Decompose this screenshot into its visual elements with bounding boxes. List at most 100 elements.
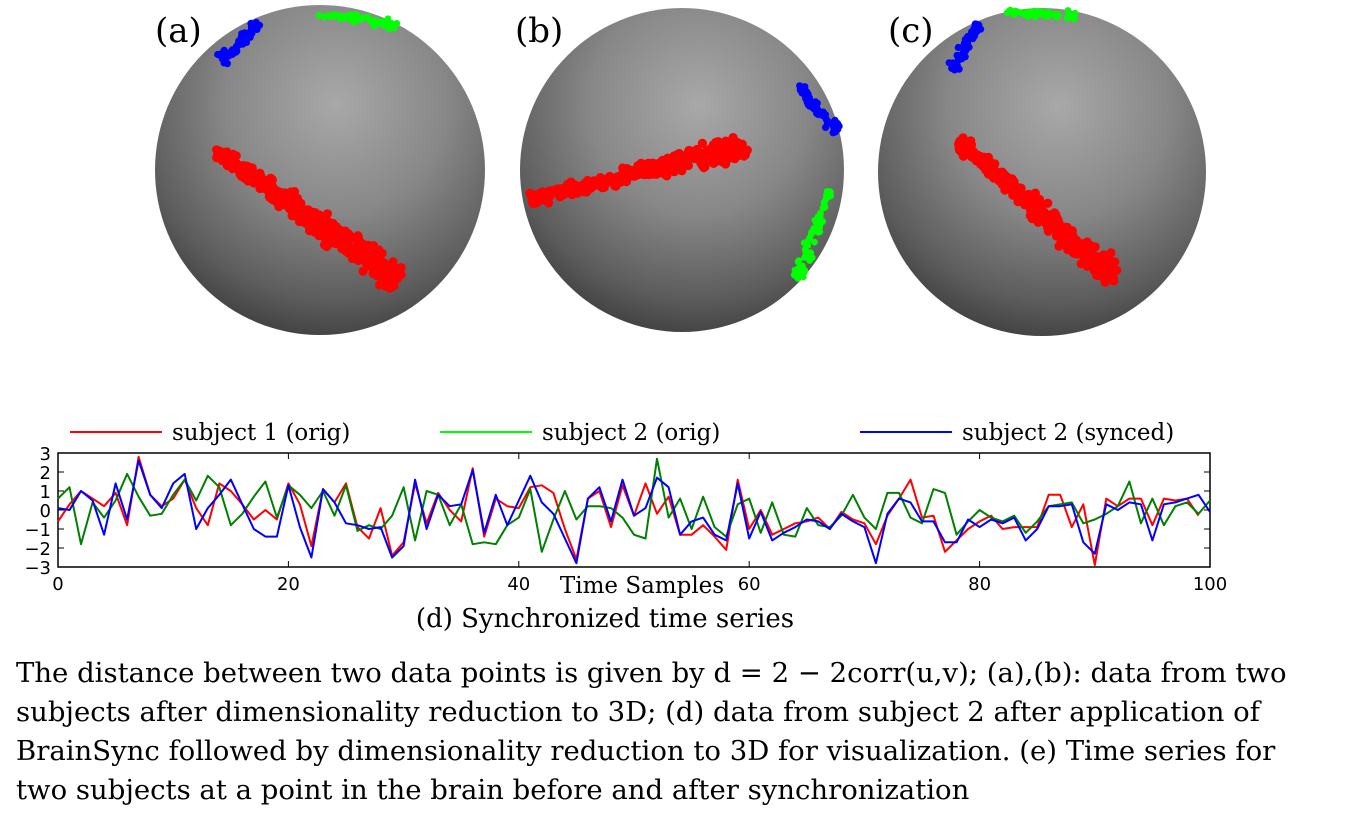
data-point	[802, 94, 810, 103]
plot-frame	[57, 452, 1211, 568]
data-point	[634, 168, 644, 178]
data-point	[806, 257, 813, 264]
legend-entry: subject 2 (orig)	[542, 420, 720, 446]
data-point	[1032, 9, 1040, 17]
data-point	[315, 12, 323, 19]
data-point	[231, 151, 241, 161]
data-point	[801, 254, 808, 261]
series-layer	[57, 455, 1211, 567]
legend: subject 1 (orig) subject 2 (orig) subject …	[70, 420, 1174, 446]
data-point	[341, 237, 351, 247]
data-point	[251, 170, 261, 180]
x-tick-label: 0	[52, 574, 63, 595]
data-point	[1043, 198, 1053, 208]
data-point	[238, 37, 246, 45]
data-point	[363, 245, 373, 255]
data-point	[1004, 181, 1014, 191]
data-point	[814, 228, 822, 236]
data-point	[370, 252, 380, 262]
data-point	[245, 29, 253, 37]
data-point	[807, 230, 815, 238]
data-point	[958, 55, 966, 63]
data-point	[1059, 240, 1069, 250]
data-point	[975, 151, 985, 161]
data-point	[1070, 15, 1078, 23]
cluster-green-a	[315, 11, 401, 32]
data-point	[353, 231, 363, 241]
data-point	[1095, 268, 1105, 278]
data-point	[963, 37, 971, 45]
data-point	[343, 248, 353, 258]
data-point	[322, 209, 332, 219]
data-point	[235, 165, 245, 175]
panel-label-b: (b)	[515, 11, 564, 51]
data-point	[959, 49, 967, 57]
data-point	[959, 43, 967, 51]
body-line: subjects after dimensionality reduction …	[16, 696, 1260, 728]
figure-caption: (d) Synchronized time series	[415, 604, 795, 634]
data-point	[992, 171, 1002, 181]
data-point	[224, 155, 234, 165]
data-point	[952, 62, 960, 70]
y-tick-label: 1	[40, 482, 51, 503]
data-point	[693, 152, 703, 162]
data-point	[302, 212, 312, 222]
body-line: BrainSync followed by dimensionality red…	[16, 735, 1276, 767]
data-point	[544, 198, 554, 208]
data-point	[835, 122, 843, 130]
data-point	[809, 104, 817, 112]
data-point	[380, 261, 390, 271]
legend-entry: subject 2 (synced)	[962, 420, 1174, 446]
data-point	[249, 24, 257, 32]
data-point	[352, 17, 360, 25]
data-point	[669, 156, 679, 166]
data-point	[331, 222, 341, 232]
data-point	[314, 231, 324, 241]
data-point	[370, 22, 378, 30]
data-point	[353, 255, 363, 266]
data-point	[1082, 261, 1092, 271]
data-point	[289, 208, 299, 218]
data-point	[1038, 207, 1048, 217]
panel-label-c: (c)	[888, 11, 934, 51]
data-point	[971, 31, 979, 39]
data-point	[536, 189, 546, 199]
data-point	[546, 188, 556, 198]
data-point	[816, 223, 823, 231]
cluster-green-c	[1003, 6, 1079, 23]
data-point	[321, 13, 328, 21]
data-point	[286, 187, 296, 197]
data-point	[957, 137, 967, 147]
data-point	[625, 171, 635, 181]
series-line-3	[57, 459, 1211, 565]
data-point	[819, 218, 826, 225]
data-point	[831, 128, 839, 136]
data-point	[796, 86, 805, 94]
data-point	[331, 11, 339, 19]
data-point	[808, 98, 816, 106]
data-point	[261, 181, 271, 191]
data-point	[597, 178, 607, 188]
y-tick-label: 0	[40, 501, 51, 522]
data-point	[381, 277, 391, 287]
cluster-red-a	[212, 145, 406, 293]
series-line-2	[57, 457, 1211, 553]
x-axis-label: Time Samples	[560, 573, 724, 599]
x-tick-label: 20	[277, 574, 300, 595]
series-line-1	[57, 455, 1200, 567]
data-point	[1013, 190, 1023, 200]
data-point	[1088, 251, 1098, 261]
legend-entry: subject 1 (orig)	[172, 420, 350, 446]
data-point	[662, 171, 672, 181]
data-point	[364, 13, 371, 21]
data-point	[822, 123, 830, 131]
data-point	[1100, 277, 1110, 287]
data-point	[826, 188, 834, 196]
data-point	[1045, 217, 1055, 227]
data-point	[739, 151, 749, 161]
data-point	[1059, 232, 1069, 242]
time-series-chart: subject 1 (orig) subject 2 (orig) subject …	[24, 420, 1227, 599]
x-tick-label: 40	[507, 574, 530, 595]
data-point	[352, 11, 359, 18]
data-point	[1060, 222, 1071, 232]
